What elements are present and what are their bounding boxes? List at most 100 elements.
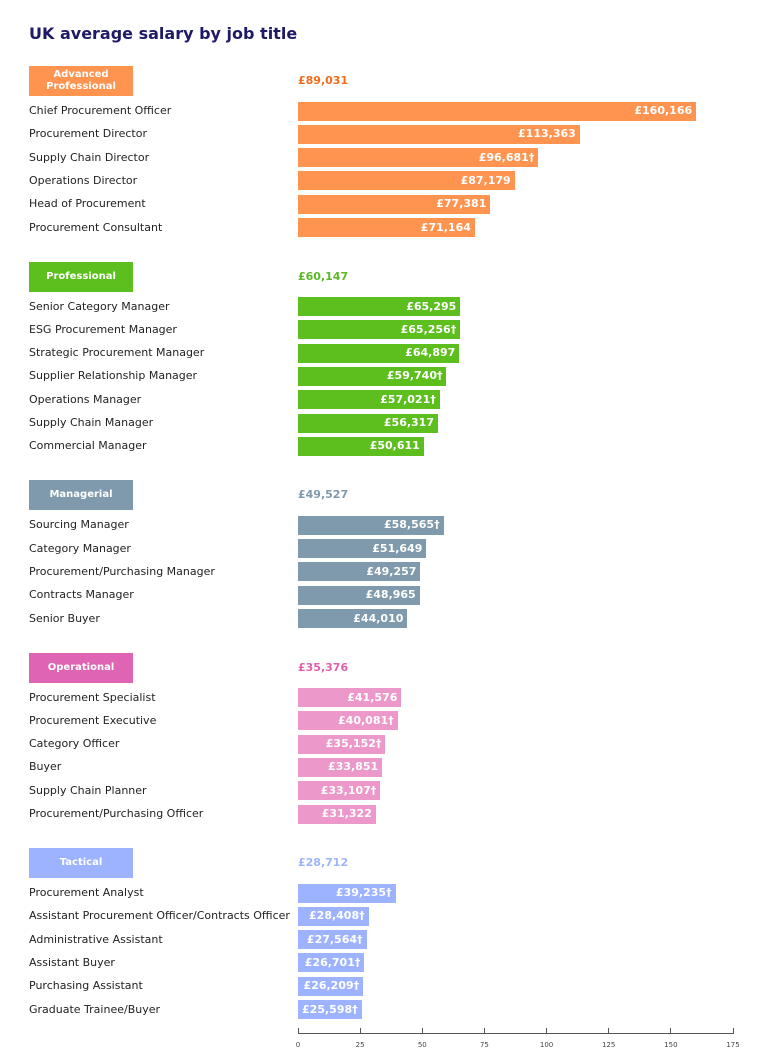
category-label: Sourcing Manager — [29, 518, 129, 532]
category-label: Category Officer — [29, 737, 120, 751]
value-label: £33,107† — [320, 783, 377, 797]
value-label: £65,295 — [406, 299, 457, 313]
category-label: Commercial Manager — [29, 439, 147, 453]
bar — [298, 906, 369, 926]
category-label: Head of Procurement — [29, 197, 146, 211]
bar — [298, 413, 438, 433]
category-label: Supply Chain Manager — [29, 416, 154, 429]
bar — [298, 930, 367, 950]
value-label: £25,598† — [302, 1002, 358, 1016]
bar — [298, 101, 697, 121]
value-label: £51,649 — [372, 541, 423, 555]
value-label: £39,235† — [335, 886, 392, 899]
category-label: Procurement Director — [29, 127, 147, 141]
x-tick — [546, 1028, 548, 1034]
group-badge: Professional — [29, 261, 133, 292]
bar — [298, 366, 447, 386]
group-badge: Operational — [29, 652, 133, 683]
category-label: Procurement/Purchasing Officer — [29, 807, 204, 820]
bar — [298, 297, 461, 316]
value-label: £64,897 — [405, 346, 456, 360]
value-label: £26,701† — [304, 955, 361, 969]
group-average: £89,031 — [298, 74, 349, 87]
bar — [298, 194, 491, 214]
value-label: £87,179 — [460, 173, 511, 187]
group-average: £60,147 — [298, 269, 349, 283]
value-label: £35,152† — [325, 737, 382, 751]
category-label: Assistant Buyer — [29, 955, 115, 969]
category-label: Operations Director — [29, 173, 138, 187]
x-tick-label: 100 — [539, 1041, 554, 1049]
bar — [298, 688, 402, 707]
bar — [298, 148, 539, 168]
bar — [298, 804, 376, 824]
category-label: Procurement Consultant — [29, 220, 163, 234]
bar — [298, 218, 475, 237]
bar — [298, 436, 424, 456]
x-tick-label: 125 — [602, 1041, 616, 1049]
x-tick-label: 25 — [355, 1041, 365, 1049]
category-label: Graduate Trainee/Buyer — [29, 1002, 161, 1016]
bar — [298, 1000, 362, 1019]
bar — [298, 757, 383, 777]
bar — [298, 320, 461, 340]
category-label: Purchasing Assistant — [29, 979, 143, 993]
value-label: £28,408† — [309, 909, 365, 923]
category-label: ESG Procurement Manager — [29, 322, 177, 336]
value-label: £49,257 — [366, 564, 417, 578]
value-label: £77,381 — [436, 197, 487, 211]
category-label: Assistant Procurement Officer/Contracts … — [29, 909, 290, 923]
bar — [298, 734, 386, 754]
bar — [298, 343, 460, 363]
x-tick — [421, 1028, 423, 1034]
category-label: Senior Category Manager — [29, 299, 170, 313]
x-tick-label: 50 — [417, 1041, 427, 1049]
bar — [298, 515, 444, 535]
bar — [298, 953, 365, 973]
category-label: Category Manager — [29, 541, 131, 555]
group-badge: Tactical — [29, 848, 133, 878]
category-label: Supply Chain Director — [29, 150, 150, 164]
category-label: Procurement Analyst — [29, 886, 144, 899]
category-label: Supply Chain Planner — [29, 783, 147, 797]
x-tick-label: 150 — [664, 1041, 678, 1049]
value-label: £71,164 — [420, 220, 471, 234]
group-badge: Managerial — [29, 480, 133, 511]
x-tick-label: 75 — [479, 1041, 489, 1049]
group-average: £28,712 — [298, 856, 349, 869]
bar — [298, 171, 515, 191]
value-label: £41,576 — [347, 690, 398, 704]
group-badge: Advanced Professional — [29, 66, 133, 96]
group-average: £49,527 — [298, 488, 349, 502]
x-tick-label: 175 — [726, 1041, 740, 1049]
value-label: £50,611 — [369, 439, 420, 453]
value-label: £44,010 — [353, 611, 404, 625]
bar — [298, 539, 427, 559]
category-label: Operations Manager — [29, 392, 142, 406]
category-label: Procurement/Purchasing Manager — [29, 564, 215, 578]
bar — [298, 711, 398, 731]
value-label: £33,851 — [328, 760, 379, 774]
category-label: Strategic Procurement Manager — [29, 346, 205, 360]
category-label: Supplier Relationship Manager — [29, 369, 198, 383]
value-label: £113,363 — [518, 127, 576, 141]
category-label: Procurement Executive — [29, 713, 157, 727]
value-label: £96,681† — [478, 150, 535, 164]
value-label: £26,209† — [303, 979, 360, 993]
value-label: £57,021† — [380, 392, 436, 406]
value-label: £65,256† — [400, 322, 457, 336]
bar — [298, 609, 408, 628]
value-label: £31,322 — [321, 807, 372, 820]
value-label: £48,965 — [365, 588, 416, 602]
x-axis-line — [298, 1033, 733, 1034]
category-label: Administrative Assistant — [29, 932, 163, 946]
bar — [298, 390, 440, 410]
bar — [298, 124, 580, 144]
bar — [298, 883, 396, 903]
bar — [298, 562, 421, 582]
value-label: £40,081† — [338, 713, 394, 727]
value-label: £160,166 — [634, 104, 693, 117]
bar — [298, 585, 420, 605]
bar — [298, 976, 364, 996]
value-label: £56,317 — [383, 416, 434, 429]
